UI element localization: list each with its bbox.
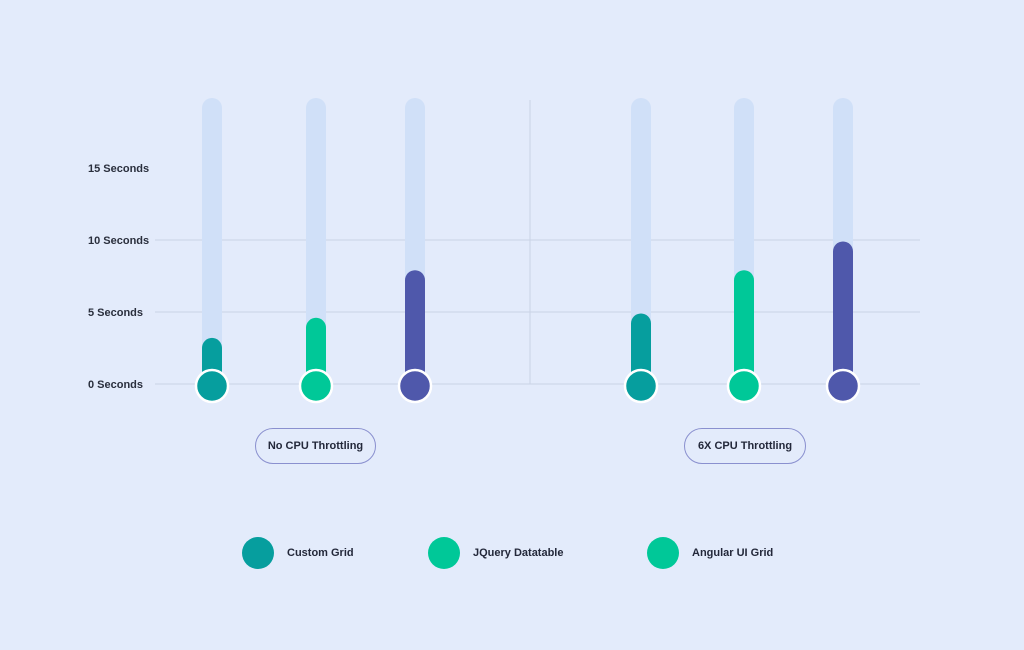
legend-swatch-custom-grid [242,537,274,569]
legend-item-angular-ui-grid: Angular UI Grid [647,537,773,569]
group-label-6x-throttling: 6X CPU Throttling [684,428,806,464]
y-axis-ticks: 0 Seconds 5 Seconds 10 Seconds 15 Seconds [88,163,149,391]
bars [194,98,861,404]
bar-base-dot-1-2 [298,368,334,404]
legend-label-angular-ui-grid: Angular UI Grid [692,547,774,559]
bar-2-1 [631,313,651,384]
bar-base-dot-1-1 [194,368,230,404]
bar-2-3 [833,241,853,384]
grid-lines [155,100,920,385]
legend: Custom Grid JQuery Datatable Angular UI … [0,537,1024,569]
bar-track-1-2 [306,98,326,384]
legend-label-jquery-datatable: JQuery Datatable [473,547,564,559]
y-tick-label-10: 10 Seconds [88,235,149,247]
bar-base-dot-2-2 [726,368,762,404]
legend-item-jquery-datatable: JQuery Datatable [428,537,563,569]
legend-item-custom-grid: Custom Grid [242,537,354,569]
bar-2-2 [734,270,754,384]
legend-swatch-jquery-datatable [428,537,460,569]
bar-base-dot-1-3 [397,368,433,404]
legend-swatch-angular-ui-grid [647,537,679,569]
group-label-no-throttling: No CPU Throttling [255,428,376,464]
legend-label-custom-grid: Custom Grid [287,547,354,559]
y-tick-label-5: 5 Seconds [88,307,143,319]
y-tick-label-15: 15 Seconds [88,163,149,175]
bar-track-2-1 [631,98,651,384]
bar-base-dot-2-1 [623,368,659,404]
bar-track-1-1 [202,98,222,384]
y-tick-label-0: 0 Seconds [88,379,143,391]
bar-1-2 [306,317,326,384]
bar-base-dot-2-3 [825,368,861,404]
bar-1-3 [405,270,425,384]
